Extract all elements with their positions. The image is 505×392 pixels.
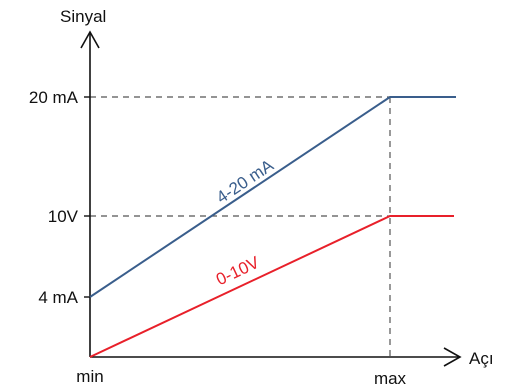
x-axis-arrowhead (443, 347, 462, 367)
x-tick-label-max: max (374, 369, 407, 388)
y-axis-title: Sinyal (60, 7, 106, 26)
series-4-20ma-line (89, 96, 456, 298)
y-axis-arrowhead (80, 30, 100, 49)
y-tick-label-20ma: 20 mA (29, 88, 79, 107)
y-tick-label-10v: 10V (48, 207, 79, 226)
series-0-10v-line (89, 215, 454, 358)
x-axis-title: Açı (469, 349, 494, 368)
x-tick-label-min: min (76, 367, 103, 386)
y-tick-label-4ma: 4 mA (38, 288, 78, 307)
series-label-0-10v: 0-10V (213, 252, 263, 289)
series-label-4-20ma: 4-20 mA (213, 155, 278, 207)
